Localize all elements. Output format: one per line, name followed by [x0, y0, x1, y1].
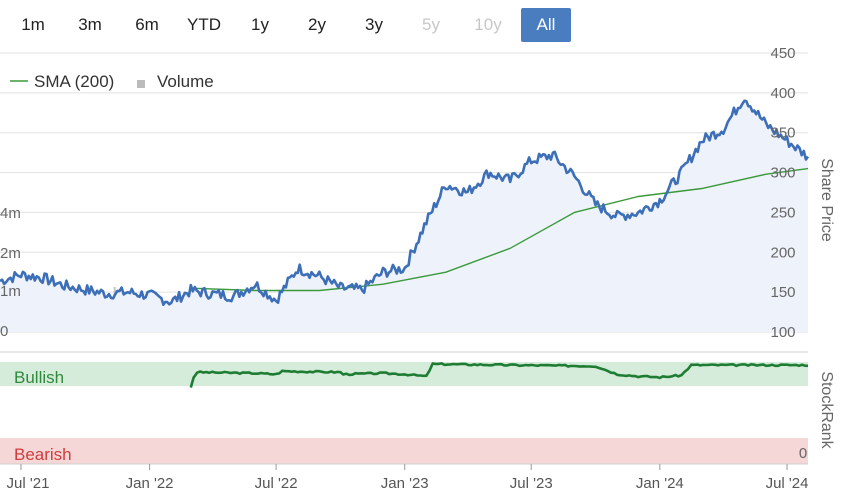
- volume-bar: [718, 302, 721, 332]
- volume-bar: [79, 317, 82, 332]
- y-axis-title: Share Price: [818, 158, 835, 242]
- range-button-ytd[interactable]: YTD: [187, 15, 221, 34]
- volume-bar: [130, 323, 133, 332]
- volume-bar: [165, 326, 168, 332]
- bullish-label: Bullish: [14, 368, 64, 387]
- sma-series-line: [190, 167, 809, 292]
- volume-bar: [96, 320, 99, 332]
- volume-tick-label: 1m: [0, 283, 21, 300]
- volume-bar: [735, 314, 738, 332]
- range-button-all[interactable]: All: [521, 8, 571, 42]
- volume-bar: [372, 305, 375, 332]
- x-tick-label: Jul '21: [7, 475, 50, 490]
- volume-bars: [10, 242, 790, 332]
- price-grid: [0, 52, 808, 333]
- y-tick-label: 100: [770, 324, 795, 341]
- x-tick-label: Jan '22: [126, 475, 174, 490]
- volume-bar: [407, 317, 410, 332]
- volume-bar: [269, 317, 272, 332]
- range-button-1m[interactable]: 1m: [21, 15, 45, 34]
- volume-bar: [666, 311, 669, 332]
- price-area: [0, 100, 808, 332]
- volume-bar: [597, 305, 600, 332]
- y-tick-label: 200: [770, 244, 795, 261]
- volume-bar: [545, 311, 548, 332]
- volume-bar: [459, 314, 462, 332]
- x-tick-label: Jul '24: [766, 475, 809, 490]
- range-button-5y: 5y: [422, 15, 440, 34]
- volume-bar: [286, 326, 289, 332]
- volume-bar: [355, 314, 358, 332]
- x-tick-label: Jan '23: [381, 475, 429, 490]
- y-tick-label: 150: [770, 284, 795, 301]
- volume-legend-swatch: [137, 80, 145, 88]
- y-tick-label: 300: [770, 165, 795, 182]
- volume-bar: [321, 323, 324, 332]
- stockrank-zero-label: 0: [799, 445, 807, 462]
- volume-bar: [10, 302, 12, 332]
- volume-bar: [442, 296, 445, 332]
- y-tick-label: 450: [770, 45, 795, 62]
- volume-bar: [182, 314, 185, 332]
- range-button-10y: 10y: [474, 15, 502, 34]
- x-tick-label: Jul '22: [255, 475, 298, 490]
- stockrank-panel: Bullish Bearish 0 StockRank: [0, 351, 835, 464]
- volume-bar: [787, 299, 790, 332]
- volume-bar: [563, 317, 566, 332]
- price-line: [0, 99, 810, 306]
- volume-bar: [632, 314, 635, 332]
- volume-bar: [684, 317, 687, 332]
- volume-bar: [61, 326, 64, 332]
- volume-bar: [148, 308, 151, 332]
- x-axis: Jul '21 Jan '22 Jul '22 Jan '23 Jul '23 Jan '…: [0, 463, 809, 490]
- volume-bar: [770, 305, 773, 332]
- volume-tick-label: 2m: [0, 245, 21, 262]
- bullish-band: [0, 362, 808, 386]
- volume-bar: [528, 248, 531, 332]
- x-tick-label: Jul '23: [510, 475, 553, 490]
- volume-bar: [303, 311, 306, 332]
- volume-legend-label: Volume: [157, 72, 214, 91]
- stockrank-axis-title: StockRank: [818, 371, 835, 449]
- volume-tick-label: 0: [0, 323, 8, 340]
- volume-bar: [701, 308, 704, 332]
- volume-bar: [753, 320, 756, 332]
- y-tick-label: 250: [770, 204, 795, 221]
- volume-bar: [476, 263, 479, 332]
- volume-bar: [390, 290, 393, 332]
- volume-bar: [217, 320, 220, 332]
- price-series-line: [0, 99, 810, 306]
- volume-bar: [649, 320, 652, 332]
- price-y-axis: 450 400 350 300 250 200 150 100 Share Price: [770, 45, 835, 341]
- stockrank-series-line: [189, 362, 809, 388]
- volume-bar: [251, 323, 254, 332]
- volume-bar: [113, 287, 116, 332]
- legend: SMA (200) Volume: [10, 72, 214, 91]
- volume-y-axis: 4m 2m 1m 0: [0, 205, 21, 340]
- volume-bar: [234, 305, 237, 332]
- bearish-label: Bearish: [14, 445, 72, 464]
- range-button-1y[interactable]: 1y: [251, 15, 269, 34]
- range-button-2y[interactable]: 2y: [308, 15, 326, 34]
- volume-bar: [424, 308, 427, 332]
- volume-tick-label: 4m: [0, 205, 21, 222]
- volume-bar: [580, 323, 583, 332]
- volume-bar: [200, 323, 203, 332]
- y-tick-label: 350: [770, 125, 795, 142]
- volume-bar: [27, 323, 30, 332]
- bearish-band: [0, 438, 808, 464]
- volume-bar: [511, 302, 514, 332]
- y-tick-label: 400: [770, 85, 795, 102]
- x-tick-label: Jan '24: [636, 475, 684, 490]
- volume-bar: [44, 314, 47, 332]
- range-button-3m[interactable]: 3m: [78, 15, 102, 34]
- range-button-6m[interactable]: 6m: [135, 15, 159, 34]
- volume-bar: [338, 320, 341, 332]
- range-button-3y[interactable]: 3y: [365, 15, 383, 34]
- sma-line: [190, 167, 809, 292]
- volume-bar: [614, 242, 617, 332]
- sma-legend-label: SMA (200): [34, 72, 114, 91]
- volume-bar: [493, 320, 496, 332]
